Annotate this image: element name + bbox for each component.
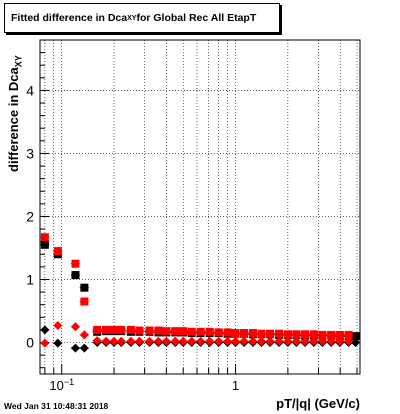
x-tick-label: 10−1	[49, 377, 74, 393]
y-tick-label: 2	[26, 208, 34, 224]
data-point-square	[266, 329, 275, 338]
y-tick-label: 3	[26, 145, 34, 161]
data-point-square	[214, 328, 223, 337]
data-point-square	[117, 325, 126, 334]
data-point-square	[53, 247, 62, 256]
data-point-square	[283, 330, 292, 339]
data-point-square	[80, 283, 89, 292]
chart-title: Fitted difference in Dca XY for Global Re…	[4, 3, 280, 33]
y-tick-label: 0	[26, 334, 34, 350]
data-point-square	[40, 240, 49, 249]
data-point-diamond	[178, 336, 188, 346]
y-tick-label: 1	[26, 271, 34, 287]
data-point-square	[135, 326, 144, 335]
data-point-square	[240, 329, 249, 338]
data-point-square	[275, 329, 284, 338]
data-point-square	[187, 327, 196, 336]
data-point-diamond	[214, 336, 224, 346]
data-point-square	[196, 327, 205, 336]
data-point-square	[71, 259, 80, 268]
data-point-diamond	[223, 336, 233, 346]
data-point-square	[335, 330, 344, 339]
plot-frame	[39, 39, 361, 375]
data-point-diamond	[109, 336, 119, 346]
data-point-square	[145, 326, 154, 335]
data-point-diamond	[291, 336, 301, 346]
data-point-diamond	[205, 336, 215, 346]
data-point-square	[257, 329, 266, 338]
x-tick-label: 1	[232, 378, 239, 393]
data-point-square	[327, 330, 336, 339]
data-point-diamond	[116, 336, 126, 346]
data-point-square	[110, 325, 119, 334]
title-rest: for Global Rec All EtapT	[136, 12, 257, 24]
data-point-diamond	[231, 336, 241, 346]
data-point-square	[102, 325, 111, 334]
data-point-square	[179, 327, 188, 336]
data-point-square	[301, 330, 310, 339]
data-point-square	[126, 325, 135, 334]
data-point-diamond	[53, 338, 63, 348]
data-point-square	[344, 330, 353, 339]
data-point-diamond	[196, 336, 206, 346]
data-point-diamond	[161, 336, 171, 346]
data-point-diamond	[153, 336, 163, 346]
data-point-diamond	[248, 336, 258, 346]
data-point-diamond	[187, 336, 197, 346]
data-point-diamond	[351, 337, 361, 347]
data-point-square	[292, 330, 301, 339]
data-point-diamond	[274, 336, 284, 346]
data-point-diamond	[79, 343, 89, 353]
y-axis-label-subscript: XY	[13, 55, 24, 68]
data-point-square	[171, 327, 180, 336]
data-point-square	[40, 233, 49, 242]
data-point-diamond	[309, 336, 319, 346]
data-point-square	[154, 326, 163, 335]
data-point-diamond	[335, 336, 345, 346]
data-point-diamond	[134, 336, 144, 346]
y-axis-label-text: difference in Dca	[6, 67, 21, 172]
data-point-diamond	[126, 336, 136, 346]
data-point-square	[248, 329, 257, 338]
data-point-square	[309, 330, 318, 339]
data-point-square	[162, 327, 171, 336]
title-subscript: XY	[127, 14, 137, 22]
timestamp: Wed Jan 31 10:48:31 2018	[4, 401, 109, 411]
data-point-diamond	[53, 320, 63, 330]
data-point-diamond	[300, 336, 310, 346]
data-point-diamond	[70, 343, 80, 353]
data-marks	[40, 233, 361, 353]
data-point-diamond	[101, 336, 111, 346]
data-point-diamond	[40, 325, 50, 335]
data-point-square	[231, 329, 240, 338]
data-point-diamond	[70, 322, 80, 332]
y-axis-label: difference in DcaXY	[6, 55, 24, 172]
data-point-square	[351, 332, 360, 341]
data-point-diamond	[265, 336, 275, 346]
grid-lines	[40, 40, 360, 374]
data-point-diamond	[326, 336, 336, 346]
data-point-square	[93, 325, 102, 334]
data-point-diamond	[92, 336, 102, 346]
data-point-diamond	[317, 336, 327, 346]
data-point-square	[223, 328, 232, 337]
data-point-diamond	[344, 336, 354, 346]
data-point-diamond	[145, 336, 155, 346]
data-point-diamond	[170, 336, 180, 346]
title-main: Fitted difference in Dca	[11, 12, 128, 24]
x-axis-label: pT/|q| (GeV/c)	[276, 396, 360, 411]
data-point-diamond	[256, 336, 266, 346]
data-point-square	[80, 297, 89, 306]
data-point-diamond	[239, 336, 249, 346]
data-point-square	[205, 327, 214, 336]
data-point-diamond	[283, 336, 293, 346]
data-point-square	[318, 330, 327, 339]
y-tick-label: 4	[26, 82, 34, 98]
data-point-diamond	[79, 330, 89, 340]
data-point-diamond	[40, 338, 50, 348]
data-point-square	[71, 271, 80, 280]
